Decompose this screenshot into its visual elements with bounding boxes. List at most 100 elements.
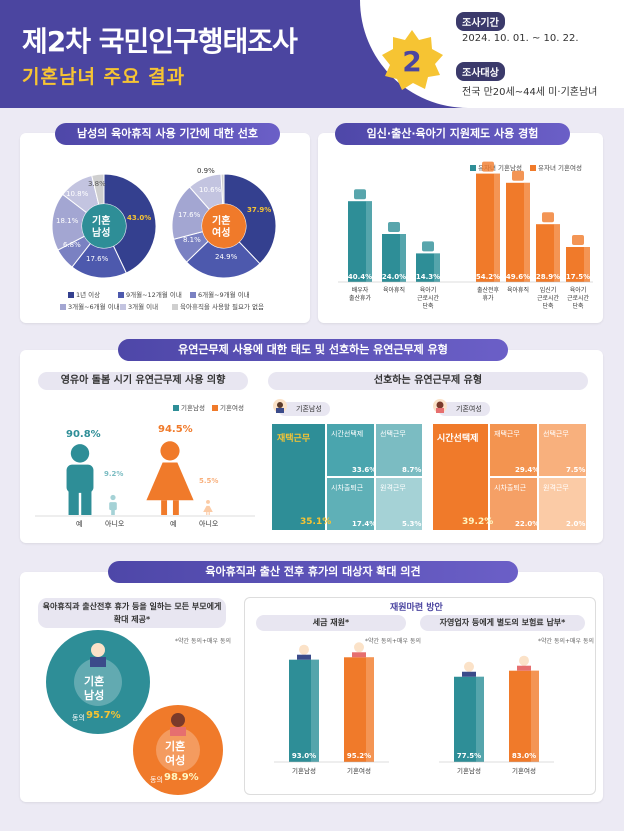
cell-label: 시간선택제 bbox=[437, 434, 479, 444]
bar-category: 휴가 bbox=[482, 294, 494, 302]
fund-bar-chart: 93.0% 기혼남성 95.2% 기혼여성 77.5% 기혼남성 83.0% 기혼여성 bbox=[274, 642, 554, 775]
male-slice-value: 6.8% bbox=[63, 241, 81, 249]
male-yes-value: 90.8% bbox=[66, 429, 101, 440]
bar-icon bbox=[572, 235, 584, 245]
male-cell-staggered bbox=[327, 478, 374, 530]
female-donut-label1: 기혼 bbox=[212, 216, 231, 227]
target-value: 전국 만20세~44세 미·기혼남녀 bbox=[462, 87, 598, 98]
female-donut-label2: 여성 bbox=[212, 228, 231, 239]
cell-label: 재택근무 bbox=[494, 430, 520, 438]
person-leg bbox=[161, 500, 168, 515]
bar-category: 단축 bbox=[572, 302, 584, 310]
bar-category: 단축 bbox=[542, 302, 554, 310]
s3-right-title: 선호하는 유연근무제 유형 bbox=[268, 372, 588, 390]
fund-title: 재원마련 방안 bbox=[390, 603, 443, 613]
person-body bbox=[109, 502, 117, 511]
page-title: 제2차 국민인구행태조사 bbox=[22, 25, 298, 58]
bar-value: 28.9% bbox=[536, 273, 560, 281]
legend-male: 기혼남성 bbox=[173, 402, 205, 412]
female-cell-telework bbox=[490, 424, 537, 476]
tax-title: 세금 재원* bbox=[256, 615, 406, 631]
male-donut-chart bbox=[51, 173, 157, 279]
female-cell-parttime bbox=[433, 424, 488, 530]
female-cell-selective bbox=[539, 424, 586, 476]
person-leg bbox=[206, 511, 208, 515]
bar-shade bbox=[366, 201, 372, 282]
bar-value: 54.2% bbox=[476, 273, 500, 281]
ins-note: *약간 동의+매우 동의 bbox=[538, 638, 595, 645]
s4-female-agree: 동의 bbox=[150, 776, 163, 784]
male-slice-value: 18.1% bbox=[56, 217, 79, 225]
bar-category: 육아기 bbox=[570, 286, 587, 294]
avatar-body bbox=[297, 654, 311, 660]
female-slice-value: 24.9% bbox=[215, 253, 238, 261]
cell-label: 시차출퇴근 bbox=[331, 484, 364, 492]
avatar-icon bbox=[354, 642, 364, 653]
avatar-body bbox=[352, 652, 366, 658]
legend-male: 유자녀 기혼남성 bbox=[470, 162, 522, 172]
bar-icon bbox=[512, 170, 524, 181]
bar-category: 배우자 bbox=[352, 286, 369, 294]
cell-label: 시간선택제 bbox=[331, 430, 364, 438]
bar-shade bbox=[494, 173, 500, 282]
male-donut-label2: 남성 bbox=[92, 228, 111, 239]
person-leg bbox=[172, 500, 179, 515]
s4-left-note: *약간 동의+매우 동의 bbox=[175, 638, 232, 645]
bar-category: 육아기 bbox=[420, 286, 437, 294]
male-slice-value: 43.0% bbox=[127, 214, 152, 222]
cell-value: 8.7% bbox=[402, 466, 422, 474]
female-yes-label: 예 bbox=[170, 520, 177, 528]
cell-label: 선택근무 bbox=[543, 430, 569, 438]
female-slice-value: 0.9% bbox=[197, 167, 215, 175]
bar-shade bbox=[400, 234, 406, 282]
avatar-body bbox=[517, 665, 531, 671]
bar-shade bbox=[311, 659, 319, 762]
person-head bbox=[110, 494, 116, 501]
male-cell-telework bbox=[272, 424, 325, 530]
cell-value: 17.4% bbox=[352, 520, 377, 528]
bar-value: 14.3% bbox=[416, 273, 440, 281]
woman-avatar-icon bbox=[433, 399, 447, 413]
bar-category: 근로시간 bbox=[567, 294, 590, 302]
male-slice-value: 3.8% bbox=[88, 180, 106, 188]
cell-label: 원격근무 bbox=[543, 484, 569, 492]
bar-shade bbox=[554, 224, 560, 282]
target-label: 조사대상 bbox=[456, 62, 505, 81]
s4-male-label1: 기혼 bbox=[84, 675, 105, 688]
cell-label: 선택근무 bbox=[380, 430, 406, 438]
female-cell-remote bbox=[539, 478, 586, 530]
legend-item: 3개월 이내 bbox=[120, 301, 158, 311]
male-slice-value: 10.8% bbox=[66, 190, 89, 198]
agreement-circles bbox=[46, 630, 223, 795]
s4-left-title: 육아휴직과 출산전후 휴가 등을 일하는 모든 부모에게 확대 제공* bbox=[38, 598, 226, 628]
bar-shade bbox=[524, 182, 530, 282]
bar-category: 단축 bbox=[422, 302, 434, 310]
s3-left-title: 영유아 돌봄 시기 유연근무제 사용 의향 bbox=[38, 372, 248, 390]
donut-center bbox=[202, 204, 246, 248]
bar-category: 기혼여성 bbox=[512, 766, 536, 775]
male-no-value: 9.2% bbox=[104, 470, 124, 478]
female-slice-value: 17.6% bbox=[178, 211, 201, 219]
female-slice-value: 37.9% bbox=[247, 206, 272, 214]
bar-shade bbox=[584, 247, 590, 282]
donut-center bbox=[82, 204, 126, 248]
bar-value: 83.0% bbox=[512, 752, 536, 760]
bar-icon bbox=[542, 212, 554, 223]
bar-category: 근로시간 bbox=[537, 294, 560, 302]
bar-category: 근로시간 bbox=[417, 294, 440, 302]
legend-item: 6개월~9개월 이내 bbox=[190, 289, 250, 299]
bar-value: 49.6% bbox=[506, 273, 530, 281]
period-label: 조사기간 bbox=[456, 12, 505, 31]
bar-shade bbox=[476, 676, 484, 762]
female-donut-chart bbox=[171, 173, 277, 279]
person-leg bbox=[111, 507, 115, 515]
avatar-icon bbox=[299, 644, 309, 655]
avatar-icon bbox=[464, 661, 474, 672]
tag-female: 기혼여성 bbox=[438, 402, 490, 416]
badge-number: 2 bbox=[402, 45, 421, 78]
cell-label: 원격근무 bbox=[380, 484, 406, 492]
avatar-icon bbox=[519, 655, 529, 666]
period-value: 2024. 10. 01. ~ 10. 22. bbox=[462, 33, 579, 44]
bar-value: 17.5% bbox=[566, 273, 590, 281]
